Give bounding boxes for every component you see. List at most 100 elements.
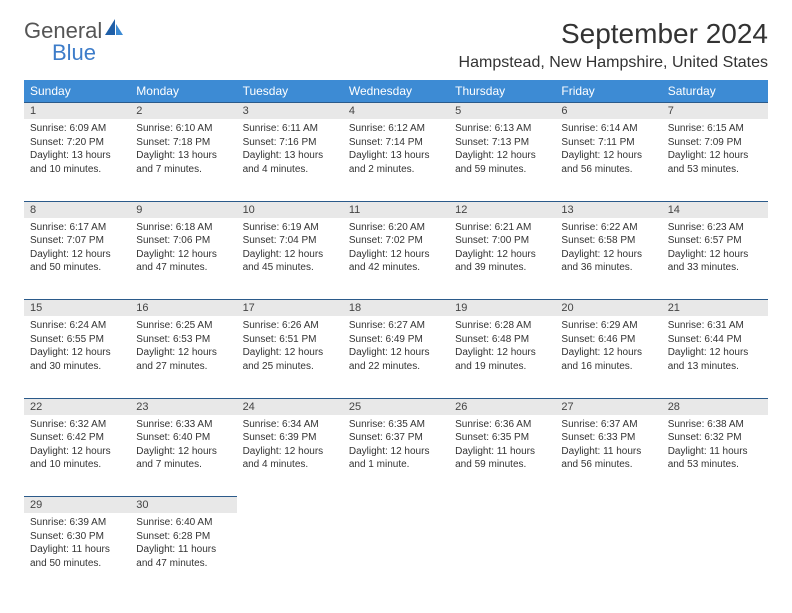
sunrise-line: Sunrise: 6:10 AM [136,122,230,136]
day-number-cell [237,497,343,514]
daylight-line: Daylight: 12 hours and 47 minutes. [136,248,230,275]
day-content-cell: Sunrise: 6:26 AMSunset: 6:51 PMDaylight:… [237,316,343,398]
daylight-line: Daylight: 12 hours and 10 minutes. [30,445,124,472]
day-content-row: Sunrise: 6:17 AMSunset: 7:07 PMDaylight:… [24,218,768,300]
sunset-line: Sunset: 6:39 PM [243,431,337,445]
day-number-cell: 21 [662,300,768,317]
daylight-line: Daylight: 12 hours and 33 minutes. [668,248,762,275]
sunset-line: Sunset: 6:57 PM [668,234,762,248]
calendar-page: General Blue September 2024 Hampstead, N… [0,0,792,613]
daylight-line: Daylight: 12 hours and 7 minutes. [136,445,230,472]
day-number-cell: 7 [662,103,768,120]
day-number-cell: 15 [24,300,130,317]
sunset-line: Sunset: 6:32 PM [668,431,762,445]
daylight-line: Daylight: 13 hours and 4 minutes. [243,149,337,176]
daylight-line: Daylight: 12 hours and 27 minutes. [136,346,230,373]
sunset-line: Sunset: 7:02 PM [349,234,443,248]
sunset-line: Sunset: 7:16 PM [243,136,337,150]
sunrise-line: Sunrise: 6:23 AM [668,221,762,235]
weekday-header: Friday [555,80,661,103]
sunset-line: Sunset: 7:20 PM [30,136,124,150]
sunrise-line: Sunrise: 6:33 AM [136,418,230,432]
sunrise-line: Sunrise: 6:26 AM [243,319,337,333]
day-content-cell: Sunrise: 6:32 AMSunset: 6:42 PMDaylight:… [24,415,130,497]
day-number-cell: 13 [555,201,661,218]
weekday-header: Tuesday [237,80,343,103]
sunrise-line: Sunrise: 6:35 AM [349,418,443,432]
day-number-cell: 10 [237,201,343,218]
day-content-cell: Sunrise: 6:10 AMSunset: 7:18 PMDaylight:… [130,119,236,201]
brand-logo: General Blue [24,18,124,66]
weekday-header: Monday [130,80,236,103]
day-content-cell: Sunrise: 6:18 AMSunset: 7:06 PMDaylight:… [130,218,236,300]
sunset-line: Sunset: 7:00 PM [455,234,549,248]
day-content-cell [555,513,661,595]
day-content-cell: Sunrise: 6:39 AMSunset: 6:30 PMDaylight:… [24,513,130,595]
brand-sub: Blue [52,40,124,66]
sunrise-line: Sunrise: 6:22 AM [561,221,655,235]
daylight-line: Daylight: 12 hours and 22 minutes. [349,346,443,373]
day-content-row: Sunrise: 6:39 AMSunset: 6:30 PMDaylight:… [24,513,768,595]
daylight-line: Daylight: 11 hours and 56 minutes. [561,445,655,472]
day-content-cell: Sunrise: 6:14 AMSunset: 7:11 PMDaylight:… [555,119,661,201]
sunrise-line: Sunrise: 6:32 AM [30,418,124,432]
day-number-row: 891011121314 [24,201,768,218]
sunrise-line: Sunrise: 6:14 AM [561,122,655,136]
sunrise-line: Sunrise: 6:40 AM [136,516,230,530]
sunrise-line: Sunrise: 6:28 AM [455,319,549,333]
day-content-cell: Sunrise: 6:24 AMSunset: 6:55 PMDaylight:… [24,316,130,398]
day-content-cell: Sunrise: 6:29 AMSunset: 6:46 PMDaylight:… [555,316,661,398]
daylight-line: Daylight: 12 hours and 42 minutes. [349,248,443,275]
sunset-line: Sunset: 6:48 PM [455,333,549,347]
sunrise-line: Sunrise: 6:27 AM [349,319,443,333]
day-content-cell: Sunrise: 6:21 AMSunset: 7:00 PMDaylight:… [449,218,555,300]
daylight-line: Daylight: 12 hours and 1 minute. [349,445,443,472]
day-content-cell: Sunrise: 6:35 AMSunset: 6:37 PMDaylight:… [343,415,449,497]
day-number-cell: 23 [130,398,236,415]
sunrise-line: Sunrise: 6:20 AM [349,221,443,235]
day-number-cell: 29 [24,497,130,514]
day-content-cell: Sunrise: 6:27 AMSunset: 6:49 PMDaylight:… [343,316,449,398]
sunset-line: Sunset: 6:30 PM [30,530,124,544]
day-number-cell: 9 [130,201,236,218]
sunrise-line: Sunrise: 6:36 AM [455,418,549,432]
daylight-line: Daylight: 11 hours and 53 minutes. [668,445,762,472]
day-number-cell: 8 [24,201,130,218]
sunset-line: Sunset: 6:40 PM [136,431,230,445]
sunset-line: Sunset: 7:11 PM [561,136,655,150]
sail-icon [104,18,124,41]
day-number-cell: 27 [555,398,661,415]
sunset-line: Sunset: 6:28 PM [136,530,230,544]
day-number-row: 2930 [24,497,768,514]
day-content-cell [237,513,343,595]
daylight-line: Daylight: 12 hours and 13 minutes. [668,346,762,373]
day-number-cell [555,497,661,514]
sunrise-line: Sunrise: 6:25 AM [136,319,230,333]
daylight-line: Daylight: 12 hours and 59 minutes. [455,149,549,176]
day-number-row: 1234567 [24,103,768,120]
day-number-cell: 4 [343,103,449,120]
sunrise-line: Sunrise: 6:24 AM [30,319,124,333]
daylight-line: Daylight: 12 hours and 30 minutes. [30,346,124,373]
day-content-row: Sunrise: 6:09 AMSunset: 7:20 PMDaylight:… [24,119,768,201]
weekday-header-row: Sunday Monday Tuesday Wednesday Thursday… [24,80,768,103]
daylight-line: Daylight: 12 hours and 19 minutes. [455,346,549,373]
day-content-row: Sunrise: 6:32 AMSunset: 6:42 PMDaylight:… [24,415,768,497]
sunrise-line: Sunrise: 6:12 AM [349,122,443,136]
day-number-cell: 2 [130,103,236,120]
weekday-header: Thursday [449,80,555,103]
day-number-cell: 19 [449,300,555,317]
day-content-cell: Sunrise: 6:33 AMSunset: 6:40 PMDaylight:… [130,415,236,497]
calendar-table: Sunday Monday Tuesday Wednesday Thursday… [24,80,768,595]
daylight-line: Daylight: 13 hours and 2 minutes. [349,149,443,176]
sunrise-line: Sunrise: 6:38 AM [668,418,762,432]
sunset-line: Sunset: 6:55 PM [30,333,124,347]
day-content-cell: Sunrise: 6:17 AMSunset: 7:07 PMDaylight:… [24,218,130,300]
sunrise-line: Sunrise: 6:29 AM [561,319,655,333]
sunrise-line: Sunrise: 6:39 AM [30,516,124,530]
sunset-line: Sunset: 6:58 PM [561,234,655,248]
daylight-line: Daylight: 12 hours and 39 minutes. [455,248,549,275]
calendar-body: 1234567Sunrise: 6:09 AMSunset: 7:20 PMDa… [24,103,768,596]
day-content-cell: Sunrise: 6:34 AMSunset: 6:39 PMDaylight:… [237,415,343,497]
daylight-line: Daylight: 12 hours and 45 minutes. [243,248,337,275]
